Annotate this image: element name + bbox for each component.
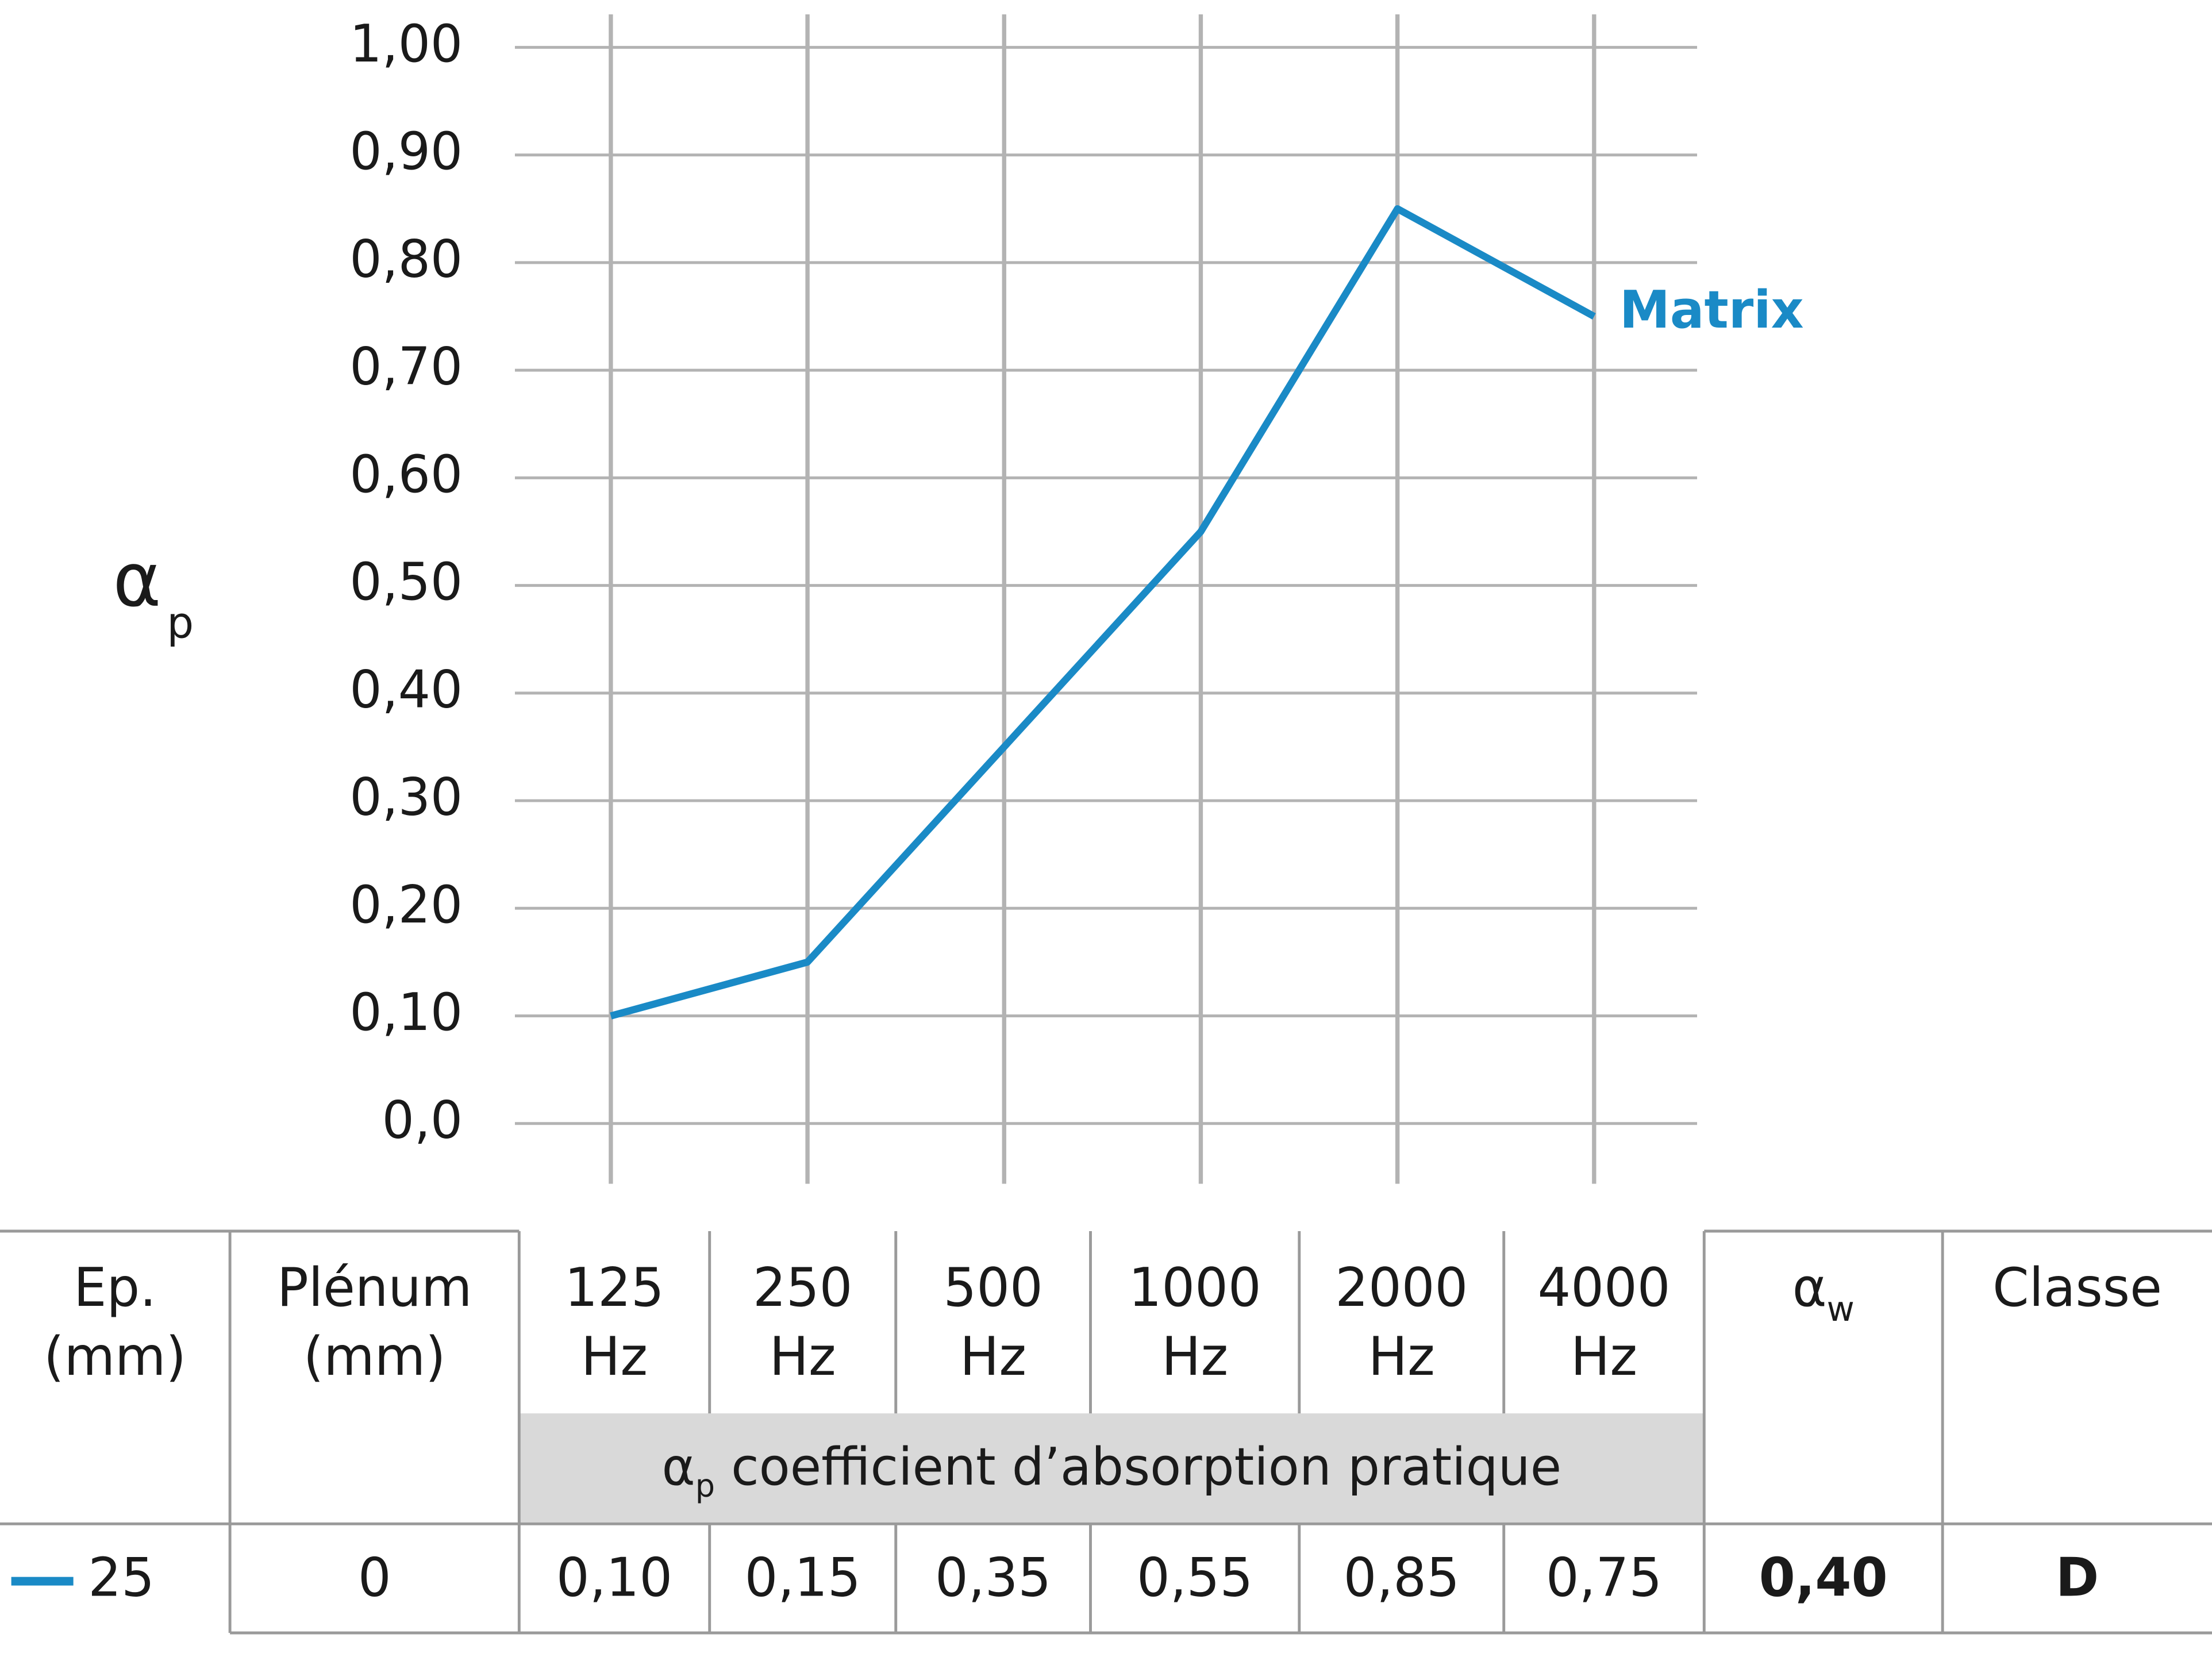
subscript: p (167, 598, 194, 648)
symbol: α (1792, 1256, 1827, 1318)
data-line (610, 205, 1596, 1020)
y-tick-label: 0,20 (349, 875, 463, 935)
cell-text: 0,40 (1759, 1547, 1888, 1609)
y-tick-label: 1,00 (349, 14, 463, 74)
cell-text: 0,85 (1344, 1547, 1460, 1609)
y-tick-label: 0,60 (349, 444, 463, 505)
header-text: 250 (753, 1256, 852, 1318)
symbol: α (661, 1437, 695, 1498)
header-text: (mm) (44, 1325, 186, 1387)
header-text: 4000 (1537, 1256, 1670, 1318)
subscript: p (695, 1467, 715, 1505)
cell-text: 0,35 (935, 1547, 1051, 1609)
cell-text: 0,75 (1546, 1547, 1662, 1609)
cell-text: 25 (88, 1547, 155, 1609)
y-tick-label: 0,40 (349, 660, 463, 720)
y-tick-label: 0,50 (349, 552, 463, 613)
header-text: (mm) (303, 1325, 446, 1387)
header-text: Hz (581, 1325, 648, 1387)
y-tick-label: 0,0 (382, 1090, 463, 1151)
header-text: Hz (770, 1325, 836, 1387)
y-tick-label: 0,90 (349, 122, 463, 182)
header-text: Classe (1992, 1256, 2162, 1318)
cell-text: 0,10 (556, 1547, 672, 1609)
header-text: 1000 (1129, 1256, 1261, 1318)
header-text: Plénum (277, 1256, 472, 1318)
header-text: αw (1792, 1256, 1855, 1329)
header-text: 500 (943, 1256, 1042, 1318)
subheader-text: αp coefficient d’absorption pratique (661, 1437, 1561, 1504)
text: coefficient d’absorption pratique (715, 1437, 1561, 1498)
header-text: 125 (564, 1256, 664, 1318)
cell-text: 0 (358, 1547, 391, 1609)
subscript: w (1827, 1290, 1855, 1330)
symbol: α (113, 537, 161, 624)
header-text: Hz (1368, 1325, 1435, 1387)
header-text: Hz (1161, 1325, 1228, 1387)
y-tick-label: 0,30 (349, 767, 463, 828)
cell-text: 0,15 (745, 1547, 861, 1609)
header-text: 2000 (1335, 1256, 1468, 1318)
cell-text: D (2056, 1547, 2099, 1609)
header-text: Ep. (74, 1256, 156, 1318)
cell-text: 0,55 (1137, 1547, 1253, 1609)
header-text: Hz (960, 1325, 1026, 1387)
y-tick-label: 0,70 (349, 337, 463, 397)
header-text: Hz (1571, 1325, 1637, 1387)
y-tick-label: 0,80 (349, 229, 463, 290)
series-label: Matrix (1619, 280, 1804, 340)
subheader-band (519, 1413, 1705, 1523)
y-tick-label: 0,10 (349, 982, 463, 1043)
